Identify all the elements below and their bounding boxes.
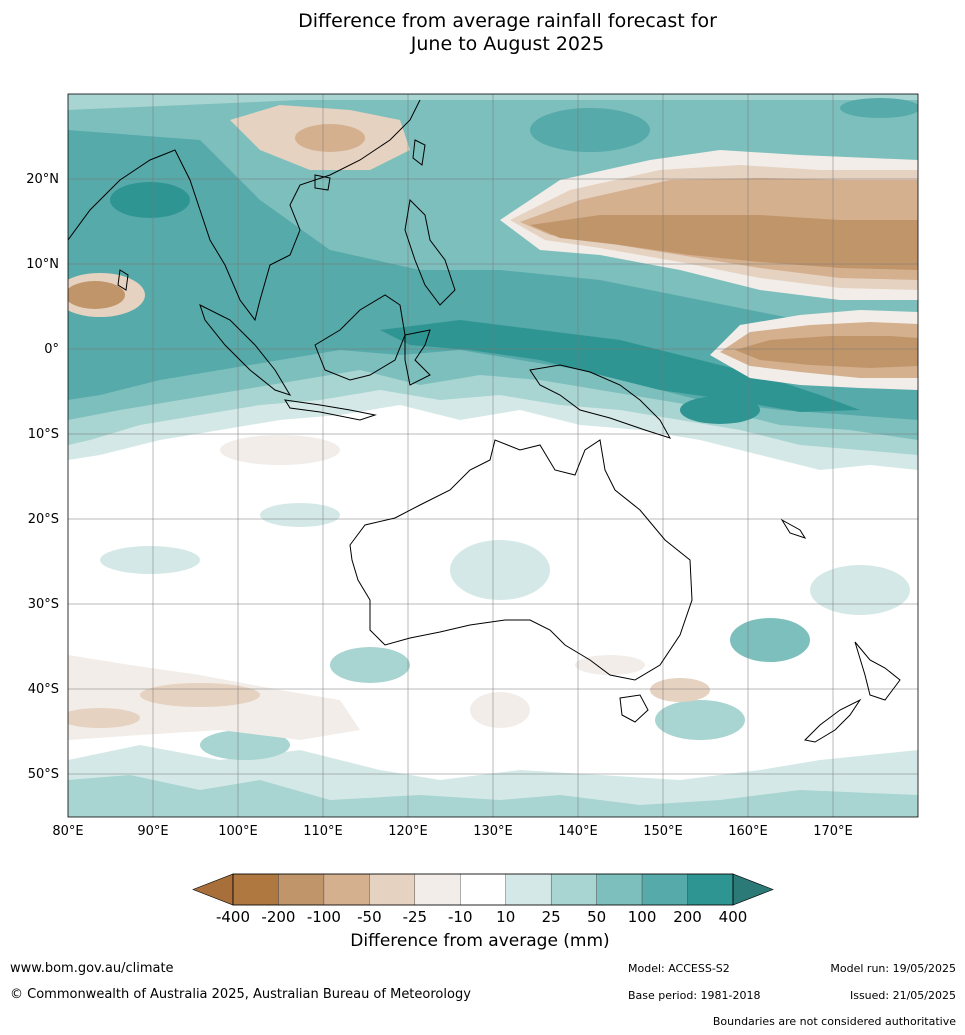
- contour-wet-indian-4: [200, 730, 290, 760]
- lon-label: 140°E: [558, 824, 598, 839]
- footer-base-period: Base period: 1981-2018: [628, 989, 761, 1002]
- taiwan-coastline: [412, 139, 426, 166]
- lat-label: 40°S: [28, 682, 59, 697]
- colorbar-tick-label: 10: [496, 908, 515, 926]
- colorbar-swatch: [323, 873, 370, 906]
- contour-wet-indian-1: [100, 546, 200, 574]
- map-title: Difference from average rainfall forecas…: [298, 10, 717, 55]
- contour-wet-aus-interior: [450, 540, 550, 600]
- sumatra-coastline: [199, 304, 292, 396]
- lat-label: 20°S: [28, 512, 59, 527]
- colorbar-swatch: [505, 873, 552, 906]
- lat-label: 30°S: [28, 597, 59, 612]
- legend-title: Difference from average (mm): [350, 931, 610, 951]
- contour-wet-indian-2: [260, 503, 340, 527]
- colorbar-swatch: [278, 873, 325, 906]
- lat-label: 0°: [44, 342, 59, 357]
- contour-wet-200-c: [680, 396, 760, 424]
- lon-label: 100°E: [218, 824, 258, 839]
- contour-dry-nw-aus: [220, 435, 340, 465]
- colorbar-swatch: [232, 873, 279, 906]
- colorbar-tick-label: -50: [357, 908, 382, 926]
- lon-label: 150°E: [643, 824, 683, 839]
- colorbar-swatch: [414, 873, 461, 906]
- lon-labels: 80°E 90°E 100°E 110°E 120°E 130°E 140°E …: [52, 824, 852, 839]
- contour-dry-south-indian-2: [140, 683, 260, 707]
- colorbar-tick-label: -10: [448, 908, 473, 926]
- colorbar-extend-low: [192, 873, 234, 906]
- colorbar-tick-label: 200: [673, 908, 702, 926]
- contour-wet-nz: [730, 618, 810, 662]
- colorbar-tick-label: -200: [261, 908, 295, 926]
- footer-model-run: Model run: 19/05/2025: [830, 962, 956, 975]
- sri-lanka-coastline: [117, 269, 129, 291]
- lat-label: 10°N: [26, 257, 59, 272]
- java-coastline: [284, 399, 377, 421]
- footer-boundaries: Boundaries are not considered authoritat…: [712, 1015, 956, 1028]
- lat-labels: 20°N 10°N 0° 10°S 20°S 30°S 40°S 50°S: [26, 172, 59, 782]
- colorbar-swatch: [596, 873, 643, 906]
- contour-wet-200-b: [110, 182, 190, 218]
- mainland-asia-coastline: [68, 99, 421, 322]
- sulawesi-coastline: [404, 329, 431, 386]
- lat-label: 10°S: [28, 427, 59, 442]
- colorbar-tick-label: 400: [719, 908, 748, 926]
- colorbar-swatch: [687, 873, 734, 906]
- new-guinea-coastline: [529, 364, 672, 439]
- colorbar-tick-label: -100: [307, 908, 341, 926]
- tasmania-coastline: [619, 694, 649, 723]
- colorbar-tick-label: 25: [542, 908, 561, 926]
- australia-coastline: [349, 439, 693, 681]
- colorbar-extend-high: [732, 873, 774, 906]
- colorbar-swatch: [369, 873, 416, 906]
- colorbar-tick-label: 100: [628, 908, 657, 926]
- footer-issued: Issued: 21/05/2025: [849, 989, 956, 1002]
- hainan-coastline: [314, 174, 331, 191]
- lon-label: 130°E: [473, 824, 513, 839]
- graticule: [68, 94, 918, 817]
- contour-dry-tasmania: [650, 678, 710, 702]
- new-caledonia-coastline: [780, 518, 807, 539]
- lon-label: 120°E: [388, 824, 428, 839]
- contour-wet-south-2: [68, 775, 918, 817]
- contour-dry-north-pacific-100: [530, 215, 918, 270]
- contour-dry-arabian-2: [68, 281, 125, 309]
- philippines-coastline: [404, 198, 456, 306]
- colorbar-swatch: [641, 873, 688, 906]
- colorbar-outline: [232, 873, 734, 906]
- colorbar-ticks: -400 -200 -100 -50 -25 -10 10 25 50 100 200 400: [216, 908, 747, 926]
- contour-wet-tasman: [655, 700, 745, 740]
- map-frame: [67, 93, 919, 818]
- colorbar-tick-label: 50: [587, 908, 606, 926]
- lon-label: 110°E: [303, 824, 343, 839]
- contour-dry-indian-mid: [470, 692, 530, 728]
- contour-wet-200: [380, 320, 860, 412]
- contour-dry-se-aus: [575, 655, 645, 675]
- colorbar-tick-label: -400: [216, 908, 250, 926]
- colorbar: [192, 873, 774, 906]
- lat-label: 20°N: [26, 172, 59, 187]
- colorbar-swatch: [460, 873, 506, 906]
- nz-south-coastline: [803, 698, 862, 743]
- contour-dry-equatorial-100: [735, 336, 918, 368]
- colorbar-swatch: [550, 873, 597, 906]
- lon-label: 80°E: [52, 824, 83, 839]
- lat-label: 50°S: [28, 767, 59, 782]
- lon-label: 90°E: [137, 824, 168, 839]
- contour-wet-indian-3: [330, 647, 410, 683]
- contour-dry-south-indian-3: [68, 708, 140, 728]
- contour-dry-south-china-2: [295, 124, 365, 152]
- contour-wet-100-d: [530, 108, 650, 152]
- nz-north-coastline: [854, 641, 901, 701]
- lon-label: 170°E: [813, 824, 853, 839]
- coastlines: [68, 99, 901, 743]
- contour-wet-sw-pacific: [810, 565, 910, 615]
- footer-copyright: © Commonwealth of Australia 2025, Austra…: [10, 987, 471, 1002]
- contour-wet-100-e: [840, 98, 918, 118]
- lon-label: 160°E: [728, 824, 768, 839]
- footer-model: Model: ACCESS-S2: [628, 962, 730, 975]
- footer-url[interactable]: www.bom.gov.au/climate: [10, 961, 174, 976]
- colorbar-tick-label: -25: [403, 908, 428, 926]
